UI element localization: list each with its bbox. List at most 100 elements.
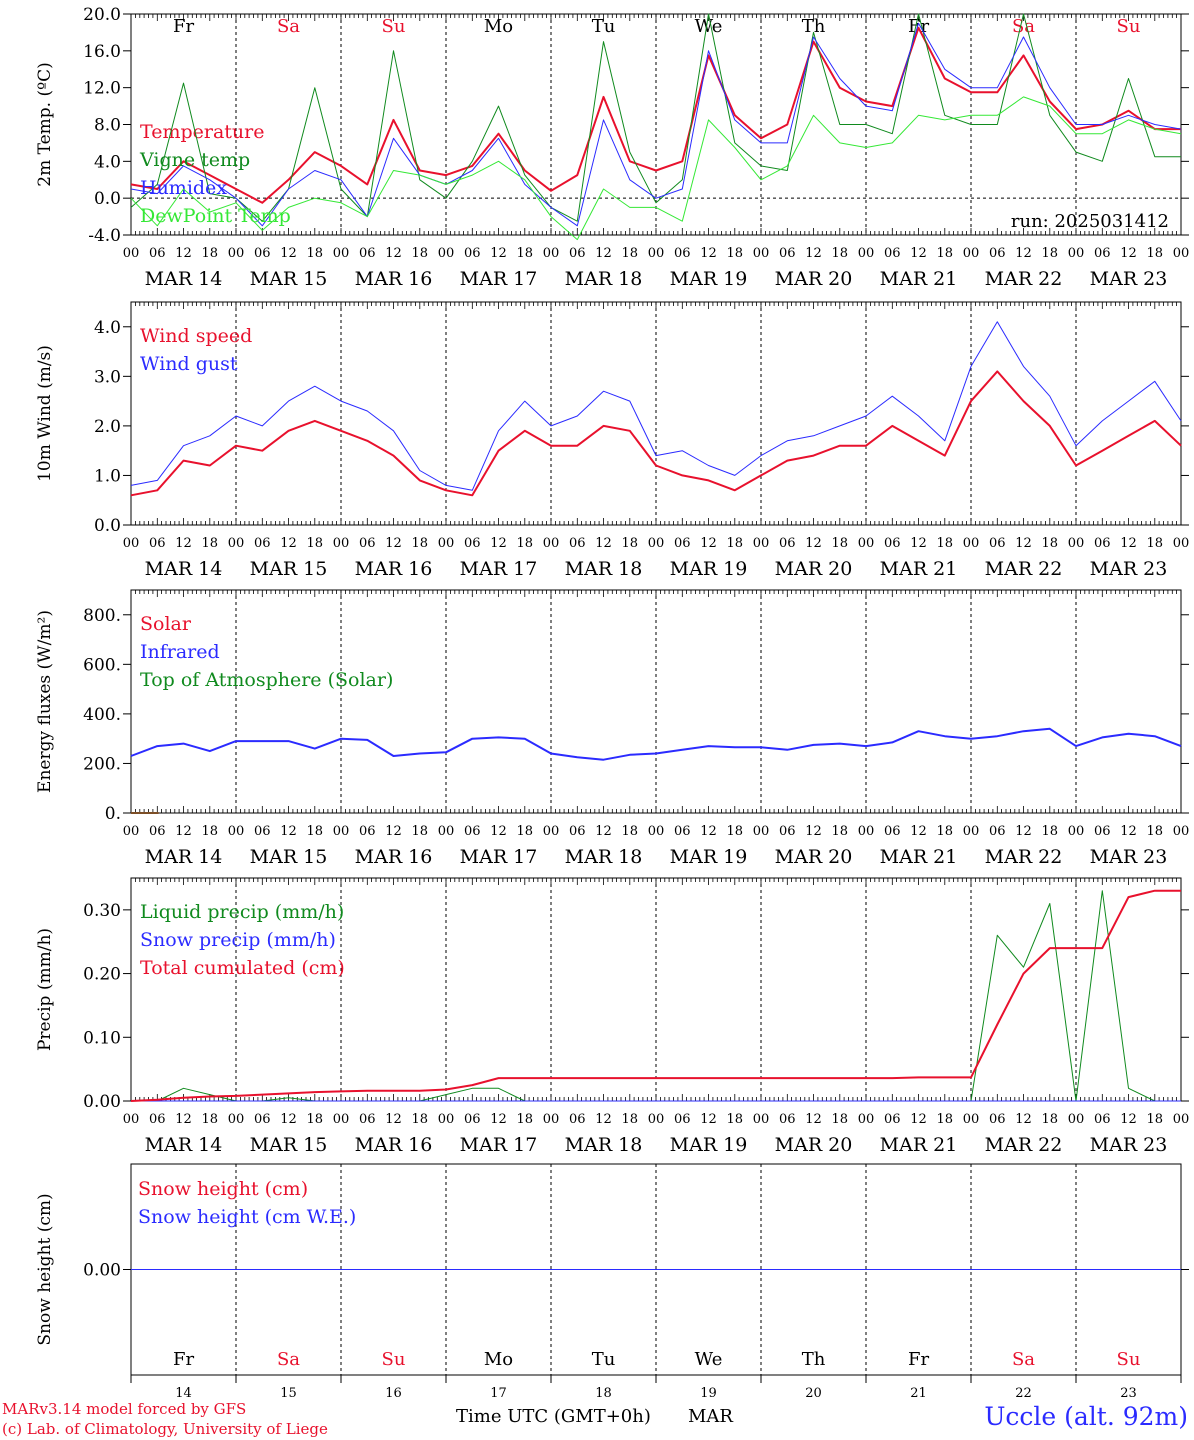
date-label: MAR 15	[250, 846, 328, 868]
y-axis-label: Precip (mm/h)	[35, 928, 55, 1051]
hour-label: 12	[175, 824, 192, 839]
hour-label: 06	[254, 824, 271, 839]
hour-label: 00	[543, 246, 560, 261]
day-name-label: We	[695, 16, 723, 37]
panel-frame-wind	[130, 301, 1182, 526]
hour-label: 18	[621, 1112, 638, 1127]
date-label: MAR 21	[880, 1134, 958, 1156]
hour-label: 00	[123, 824, 140, 839]
hour-label: 06	[254, 246, 271, 261]
hour-label: 06	[149, 246, 166, 261]
hour-label: 12	[1120, 246, 1137, 261]
y-axis-label: Snow height (cm)	[35, 1193, 55, 1345]
date-label: MAR 15	[250, 268, 328, 290]
day-name-label: We	[695, 1349, 723, 1370]
hour-label: 00	[333, 1112, 350, 1127]
hour-label: 00	[123, 246, 140, 261]
hour-label: 12	[805, 1112, 822, 1127]
hour-label: 18	[306, 246, 323, 261]
day-name-label: Th	[802, 1349, 826, 1370]
y-tick-label: 16.0	[83, 42, 121, 62]
series-line-humidex	[130, 22, 1182, 227]
y-tick-label: 200.	[83, 754, 121, 774]
date-label: MAR 14	[145, 1134, 223, 1156]
hour-label: 18	[1146, 536, 1163, 551]
day-number-label: 22	[1015, 1386, 1032, 1400]
day-name-label: Su	[1117, 16, 1141, 37]
hour-label: 18	[516, 246, 533, 261]
hour-label: 18	[936, 536, 953, 551]
date-label: MAR 16	[355, 558, 433, 580]
hour-label: 06	[254, 1112, 271, 1127]
legend-entry: Liquid precip (mm/h)	[140, 901, 344, 923]
hour-label: 00	[1173, 536, 1190, 551]
legend-entry: Temperature	[140, 121, 264, 143]
hour-label: 00	[858, 824, 875, 839]
hour-label: 18	[936, 824, 953, 839]
y-axis-label: 2m Temp. (ºC)	[35, 62, 55, 187]
day-name-label: Th	[802, 16, 826, 37]
hour-label: 12	[805, 246, 822, 261]
hour-label: 06	[149, 536, 166, 551]
hour-label: 12	[805, 536, 822, 551]
y-tick-label: 2.0	[94, 417, 121, 437]
date-label: MAR 21	[880, 558, 958, 580]
hour-label: 12	[490, 824, 507, 839]
hour-label: 06	[569, 536, 586, 551]
hour-label: 12	[910, 246, 927, 261]
hour-label: 00	[438, 246, 455, 261]
hour-label: 06	[464, 536, 481, 551]
hour-label: 06	[884, 824, 901, 839]
hour-label: 06	[359, 536, 376, 551]
day-name-label: Tu	[592, 1349, 616, 1370]
legend-entry: Humidex	[140, 177, 227, 199]
date-label: MAR 23	[1090, 268, 1168, 290]
day-name-label: Mo	[484, 1349, 513, 1370]
day-name-label: Mo	[484, 16, 513, 37]
hour-label: 18	[411, 536, 428, 551]
hour-label: 00	[438, 536, 455, 551]
hour-label: 00	[228, 1112, 245, 1127]
hour-label: 18	[411, 246, 428, 261]
hour-label: 12	[280, 824, 297, 839]
y-tick-label: 800.	[83, 606, 121, 626]
hour-label: 06	[569, 1112, 586, 1127]
date-label: MAR 14	[145, 558, 223, 580]
date-label: MAR 22	[985, 558, 1063, 580]
hour-label: 00	[648, 536, 665, 551]
date-label: MAR 23	[1090, 1134, 1168, 1156]
date-label: MAR 22	[985, 846, 1063, 868]
legend-entry: Snow height (cm)	[138, 1178, 308, 1200]
hour-label: 06	[359, 246, 376, 261]
date-label: MAR 20	[775, 268, 853, 290]
date-label: MAR 23	[1090, 558, 1168, 580]
legend-entry: Infrared	[140, 641, 220, 663]
hour-label: 12	[700, 246, 717, 261]
day-number-label: 20	[805, 1386, 822, 1400]
date-label: MAR 18	[565, 1134, 643, 1156]
hour-label: 18	[621, 536, 638, 551]
hour-label: 12	[280, 246, 297, 261]
hour-label: 06	[779, 1112, 796, 1127]
hour-label: 00	[753, 246, 770, 261]
hour-label: 18	[411, 824, 428, 839]
hour-label: 06	[1094, 536, 1111, 551]
hour-label: 00	[1068, 1112, 1085, 1127]
hour-label: 00	[648, 824, 665, 839]
hour-label: 06	[149, 824, 166, 839]
date-label: MAR 21	[880, 268, 958, 290]
day-name-label: Fr	[173, 1349, 194, 1370]
date-label: MAR 18	[565, 558, 643, 580]
hour-label: 00	[1068, 824, 1085, 839]
date-label: MAR 18	[565, 846, 643, 868]
hour-label: 00	[753, 536, 770, 551]
series-line-dewpoint-temp	[130, 96, 1182, 241]
x-axis-title: Time UTC (GMT+0h)	[456, 1406, 651, 1427]
hour-label: 12	[595, 246, 612, 261]
hour-label: 06	[989, 1112, 1006, 1127]
hour-label: 12	[1015, 824, 1032, 839]
hour-label: 00	[438, 1112, 455, 1127]
hour-label: 06	[569, 824, 586, 839]
y-tick-label: 8.0	[94, 116, 121, 136]
hour-label: 06	[779, 246, 796, 261]
